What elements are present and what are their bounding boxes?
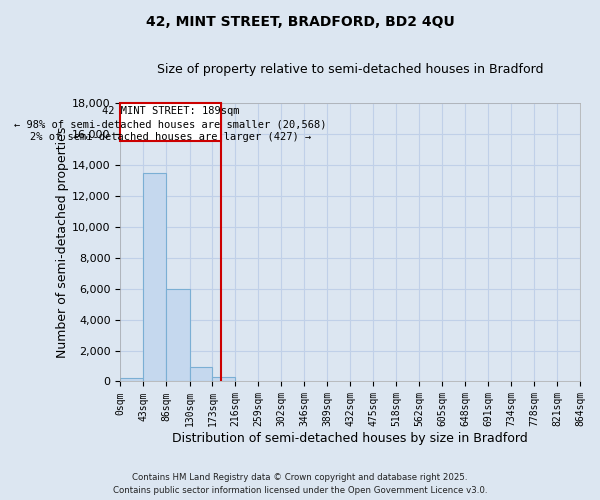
FancyBboxPatch shape	[121, 103, 221, 141]
X-axis label: Distribution of semi-detached houses by size in Bradford: Distribution of semi-detached houses by …	[172, 432, 528, 445]
Text: 42, MINT STREET, BRADFORD, BD2 4QU: 42, MINT STREET, BRADFORD, BD2 4QU	[146, 15, 454, 29]
Text: 42 MINT STREET: 189sqm
← 98% of semi-detached houses are smaller (20,568)
2% of : 42 MINT STREET: 189sqm ← 98% of semi-det…	[14, 106, 327, 142]
Bar	[166, 290, 190, 382]
Bar	[121, 378, 143, 382]
Bar	[212, 376, 235, 382]
Text: Contains HM Land Registry data © Crown copyright and database right 2025.
Contai: Contains HM Land Registry data © Crown c…	[113, 474, 487, 495]
Bar	[190, 367, 212, 382]
Title: Size of property relative to semi-detached houses in Bradford: Size of property relative to semi-detach…	[157, 62, 544, 76]
Bar	[143, 172, 166, 382]
Y-axis label: Number of semi-detached properties: Number of semi-detached properties	[56, 126, 69, 358]
